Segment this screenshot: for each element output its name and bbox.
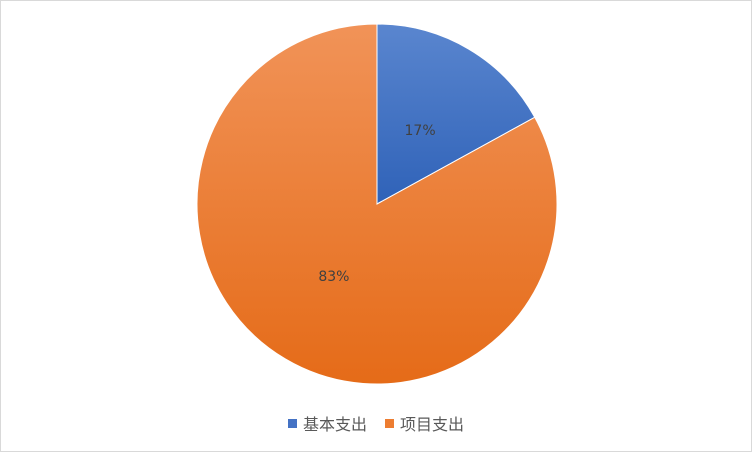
legend-label-basic: 基本支出 [302, 415, 367, 434]
pie-slice-project[interactable] [196, 23, 558, 385]
legend: 基本支出 项目支出 [1, 411, 751, 435]
legend-item-project[interactable]: 项目支出 [385, 411, 464, 435]
legend-swatch-project [385, 418, 394, 428]
pie-slices [196, 23, 558, 385]
data-label-project: 83% [318, 269, 349, 285]
pie-data-labels: 17% 83% [318, 123, 435, 285]
data-label-basic: 17% [405, 123, 436, 139]
pie-slice-basic[interactable] [376, 23, 536, 205]
legend-label-project: 项目支出 [400, 415, 465, 434]
legend-item-basic[interactable]: 基本支出 [287, 411, 367, 435]
pie-chart: 17% 83% [196, 23, 558, 385]
legend-swatch-basic [287, 418, 297, 428]
